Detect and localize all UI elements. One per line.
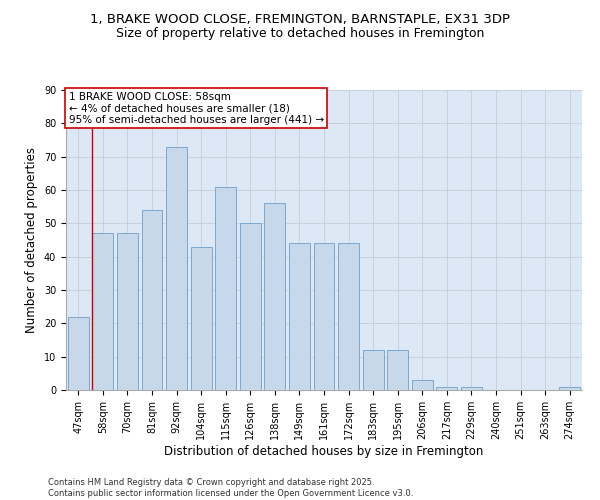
Bar bbox=[142, 210, 163, 390]
Bar bbox=[265, 204, 286, 390]
Bar bbox=[412, 380, 433, 390]
Bar bbox=[117, 234, 138, 390]
Bar bbox=[559, 386, 580, 390]
Bar bbox=[436, 386, 457, 390]
Bar bbox=[68, 316, 89, 390]
Bar bbox=[338, 244, 359, 390]
Bar bbox=[166, 146, 187, 390]
Bar bbox=[362, 350, 383, 390]
Text: 1 BRAKE WOOD CLOSE: 58sqm
← 4% of detached houses are smaller (18)
95% of semi-d: 1 BRAKE WOOD CLOSE: 58sqm ← 4% of detach… bbox=[68, 92, 324, 124]
Bar bbox=[191, 246, 212, 390]
Text: Contains HM Land Registry data © Crown copyright and database right 2025.
Contai: Contains HM Land Registry data © Crown c… bbox=[48, 478, 413, 498]
Bar bbox=[215, 186, 236, 390]
Bar bbox=[461, 386, 482, 390]
Y-axis label: Number of detached properties: Number of detached properties bbox=[25, 147, 38, 333]
Bar bbox=[240, 224, 261, 390]
Bar bbox=[387, 350, 408, 390]
X-axis label: Distribution of detached houses by size in Fremington: Distribution of detached houses by size … bbox=[164, 444, 484, 458]
Text: 1, BRAKE WOOD CLOSE, FREMINGTON, BARNSTAPLE, EX31 3DP: 1, BRAKE WOOD CLOSE, FREMINGTON, BARNSTA… bbox=[90, 12, 510, 26]
Bar bbox=[314, 244, 334, 390]
Bar bbox=[92, 234, 113, 390]
Bar bbox=[289, 244, 310, 390]
Text: Size of property relative to detached houses in Fremington: Size of property relative to detached ho… bbox=[116, 28, 484, 40]
